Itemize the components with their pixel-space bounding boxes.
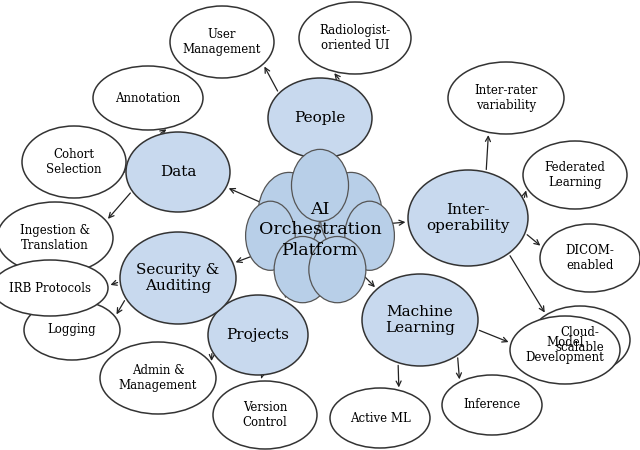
Ellipse shape [246,201,295,270]
Ellipse shape [442,375,542,435]
Ellipse shape [126,132,230,212]
Text: Projects: Projects [227,328,289,342]
Ellipse shape [278,172,362,288]
Ellipse shape [408,170,528,266]
Text: User
Management: User Management [183,28,261,56]
Ellipse shape [291,149,349,221]
Text: Radiologist-
oriented UI: Radiologist- oriented UI [319,24,390,52]
Ellipse shape [345,201,394,270]
Text: Admin &
Management: Admin & Management [119,364,197,392]
Ellipse shape [274,237,331,303]
Text: Data: Data [160,165,196,179]
Text: IRB Protocols: IRB Protocols [9,282,91,294]
Ellipse shape [320,172,382,256]
Text: Inter-rater
variability: Inter-rater variability [474,84,538,112]
Ellipse shape [22,126,126,198]
Text: Active ML: Active ML [349,411,410,424]
Text: Inference: Inference [463,399,520,411]
Ellipse shape [448,62,564,134]
Ellipse shape [208,295,308,375]
Ellipse shape [0,202,113,274]
Ellipse shape [258,172,320,256]
Ellipse shape [170,6,274,78]
Text: Machine
Learning: Machine Learning [385,305,455,335]
Ellipse shape [24,300,120,360]
Text: Model
Development: Model Development [525,336,604,364]
Text: Federated
Learning: Federated Learning [545,161,605,189]
Text: Logging: Logging [48,324,96,337]
Text: Cloud-
scalable: Cloud- scalable [556,326,604,354]
Text: People: People [294,111,346,125]
Ellipse shape [299,2,411,74]
Ellipse shape [268,78,372,158]
Text: AI
Orchestration
Platform: AI Orchestration Platform [259,201,381,259]
Ellipse shape [309,237,366,303]
Ellipse shape [120,232,236,324]
Text: Cohort
Selection: Cohort Selection [46,148,102,176]
Ellipse shape [530,306,630,374]
Ellipse shape [540,224,640,292]
Text: Ingestion &
Translation: Ingestion & Translation [20,224,90,252]
Ellipse shape [362,274,478,366]
Ellipse shape [93,66,203,130]
Text: Version
Control: Version Control [243,401,287,429]
Ellipse shape [0,260,108,316]
Text: Security &
Auditing: Security & Auditing [136,263,220,293]
Ellipse shape [510,316,620,384]
Text: DICOM-
enabled: DICOM- enabled [566,244,614,272]
Ellipse shape [100,342,216,414]
Ellipse shape [523,141,627,209]
Text: Inter-
operability: Inter- operability [426,203,509,233]
Ellipse shape [213,381,317,449]
Text: Annotation: Annotation [115,91,180,104]
Ellipse shape [330,388,430,448]
